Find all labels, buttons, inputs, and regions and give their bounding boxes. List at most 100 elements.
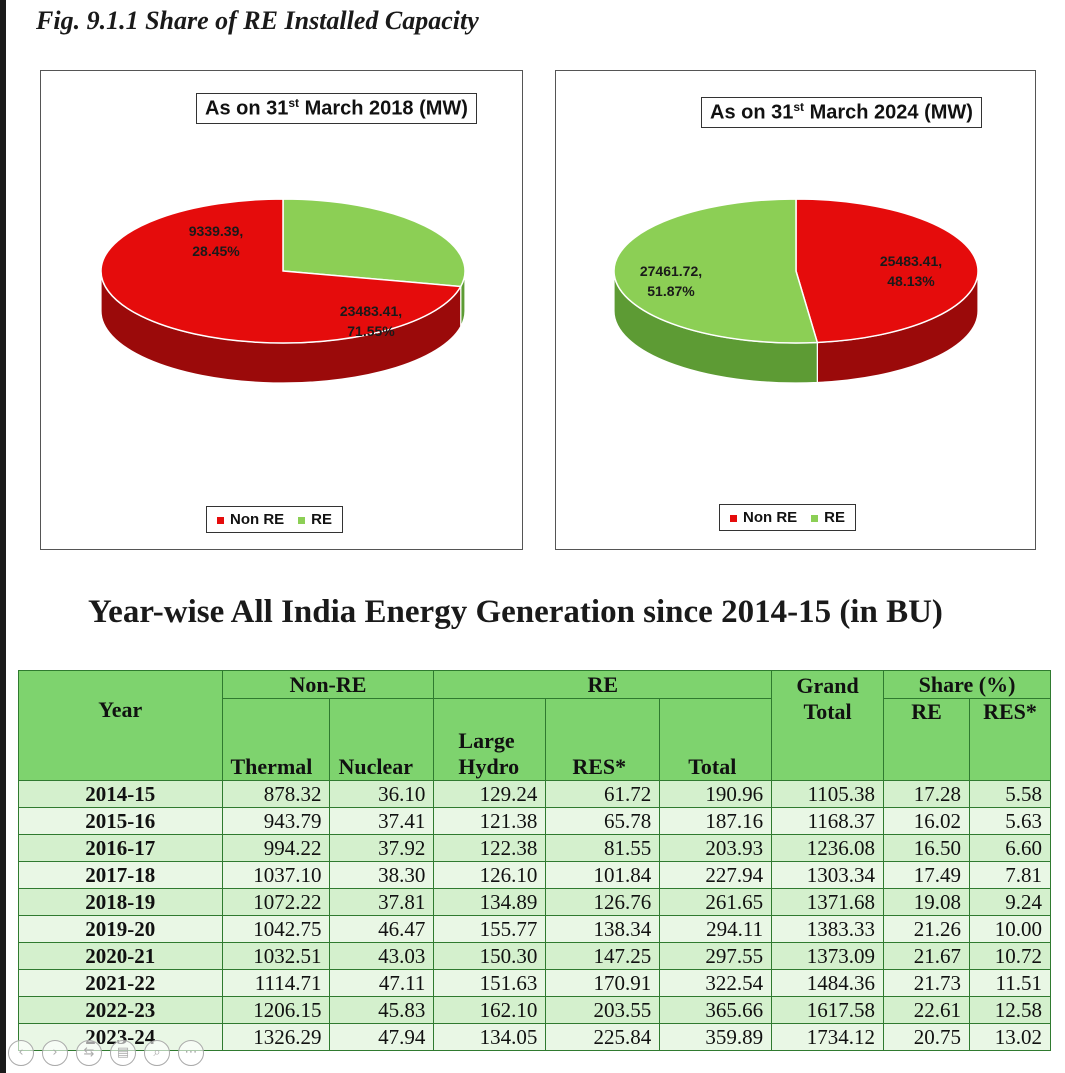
header-res: RES*: [545, 698, 661, 781]
page-edge: [0, 0, 6, 1073]
cell-share-res: 11.51: [968, 969, 1052, 997]
cell-nuclear: 37.41: [329, 807, 435, 835]
pie-slice-non-re: [795, 198, 979, 344]
cell-grand-total: 1236.08: [771, 834, 885, 862]
cell-res: 65.78: [545, 807, 661, 835]
cell-large-hydro: 150.30: [433, 942, 547, 970]
chart-title-main: As on 31: [710, 101, 794, 124]
chart-title-sup: st: [793, 100, 805, 114]
cell-share-res: 7.81: [968, 861, 1052, 889]
cell-nuclear: 47.94: [329, 1023, 435, 1051]
legend-label-non-re: Non RE: [230, 511, 285, 528]
chevron-left-icon[interactable]: ‹: [8, 1040, 34, 1066]
cell-grand-total: 1383.33: [771, 915, 885, 943]
chart-title-sup: st: [288, 96, 300, 110]
energy-generation-table: Year Non-RE RE Grand Total Share (%) The…: [18, 670, 1052, 1051]
cell-share-re: 19.08: [883, 888, 970, 916]
cell-total: 187.16: [659, 807, 773, 835]
cell-nuclear: 47.11: [329, 969, 435, 997]
cell-thermal: 994.22: [221, 834, 331, 862]
cell-large-hydro: 134.05: [433, 1023, 547, 1051]
cell-share-re: 16.50: [883, 834, 970, 862]
cell-year: 2016-17: [18, 834, 223, 862]
header-year-label: Year: [98, 697, 143, 722]
cell-share-re: 16.02: [883, 807, 970, 835]
legend-item-re: RE: [811, 509, 845, 526]
chevron-right-icon[interactable]: ›: [42, 1040, 68, 1066]
table-row: 2014-15 878.32 36.10 129.24 61.72 190.96 1105.…: [18, 780, 1052, 808]
legend-item-non-re: Non RE: [217, 511, 284, 528]
cell-year: 2015-16: [18, 807, 223, 835]
cell-res: 147.25: [545, 942, 661, 970]
zoom-icon[interactable]: ⌕: [144, 1040, 170, 1066]
cell-grand-total: 1373.09: [771, 942, 885, 970]
cell-share-res: 12.58: [968, 996, 1052, 1024]
cell-large-hydro: 155.77: [433, 915, 547, 943]
cell-total: 294.11: [659, 915, 773, 943]
pie-chart-2018: 23483.41, 71.55% 9339.39, 28.45% As on 31st…: [40, 70, 523, 550]
cell-large-hydro: 134.89: [433, 888, 547, 916]
table-row: 2015-16 943.79 37.41 121.38 65.78 187.16 1168.…: [18, 807, 1052, 835]
cell-share-res: 6.60: [968, 834, 1052, 862]
cell-share-re: 21.67: [883, 942, 970, 970]
chart-title-rest: March 2024 (MW): [804, 101, 973, 124]
chart-title-main: As on 31: [205, 97, 289, 120]
legend-label-re: RE: [824, 509, 846, 526]
cell-share-re: 17.28: [883, 780, 970, 808]
header-thermal: Thermal: [221, 698, 331, 781]
chart-legend: Non RE RE: [719, 504, 857, 531]
save-icon[interactable]: ▤: [110, 1040, 136, 1066]
pie-chart-2024-svg: 25483.41, 48.13% 27461.72, 51.87%: [613, 198, 979, 384]
cell-year: 2014-15: [18, 780, 223, 808]
header-grand-total-label: Grand Total: [796, 673, 859, 724]
legend-label-non-re: Non RE: [743, 509, 798, 526]
cell-share-re: 21.73: [883, 969, 970, 997]
pie-chart-2024: 25483.41, 48.13% 27461.72, 51.87% As on 31s…: [555, 70, 1036, 550]
more-icon[interactable]: ⋯: [178, 1040, 204, 1066]
cell-total: 297.55: [659, 942, 773, 970]
share-icon[interactable]: ⇆: [76, 1040, 102, 1066]
table-row: 2023-24 1326.29 47.94 134.05 225.84 359.89 173…: [18, 1023, 1052, 1051]
table-row: 2020-21 1032.51 43.03 150.30 147.25 297.55 137…: [18, 942, 1052, 970]
legend-swatch-non-re: [217, 516, 224, 524]
cell-share-re: 20.75: [883, 1023, 970, 1051]
cell-thermal: 1072.22: [221, 888, 331, 916]
cell-year: 2017-18: [18, 861, 223, 889]
cell-grand-total: 1734.12: [771, 1023, 885, 1051]
cell-year: 2018-19: [18, 888, 223, 916]
header-large-hydro: Large Hydro: [433, 698, 547, 781]
cell-year: 2019-20: [18, 915, 223, 943]
cell-nuclear: 37.81: [329, 888, 435, 916]
cell-nuclear: 38.30: [329, 861, 435, 889]
cell-thermal: 1206.15: [221, 996, 331, 1024]
cell-share-re: 21.26: [883, 915, 970, 943]
cell-large-hydro: 122.38: [433, 834, 547, 862]
header-re: RE: [433, 670, 773, 699]
cell-nuclear: 36.10: [329, 780, 435, 808]
legend-swatch-re: [811, 514, 819, 522]
data-label-percent: 28.45%: [192, 243, 240, 259]
table-body: 2014-15 878.32 36.10 129.24 61.72 190.96 1105.…: [18, 780, 1052, 1051]
cell-nuclear: 45.83: [329, 996, 435, 1024]
table-row: 2016-17 994.22 37.92 122.38 81.55 203.93 1236.…: [18, 834, 1052, 862]
cell-res: 81.55: [545, 834, 661, 862]
cell-grand-total: 1484.36: [771, 969, 885, 997]
cell-share-res: 5.58: [968, 780, 1052, 808]
legend-item-re: RE: [298, 511, 332, 528]
chart-title: As on 31st March 2018 (MW): [196, 93, 477, 124]
header-nuclear: Nuclear: [329, 698, 435, 781]
cell-thermal: 1114.71: [221, 969, 331, 997]
header-year: Year: [18, 670, 223, 781]
data-label-value: 9339.39,: [189, 223, 244, 239]
table-title: Year-wise All India Energy Generation si…: [88, 594, 943, 630]
cell-res: 203.55: [545, 996, 661, 1024]
chart-legend: Non RE RE: [206, 506, 344, 533]
cell-total: 322.54: [659, 969, 773, 997]
cell-share-res: 9.24: [968, 888, 1052, 916]
data-label-re: 9339.39, 28.45%: [189, 223, 244, 259]
cell-nuclear: 37.92: [329, 834, 435, 862]
pie-slice-non-re: [100, 198, 462, 344]
data-label-non-re: 23483.41, 71.55%: [340, 303, 402, 339]
legend-swatch-non-re: [730, 514, 737, 522]
cell-year: 2020-21: [18, 942, 223, 970]
